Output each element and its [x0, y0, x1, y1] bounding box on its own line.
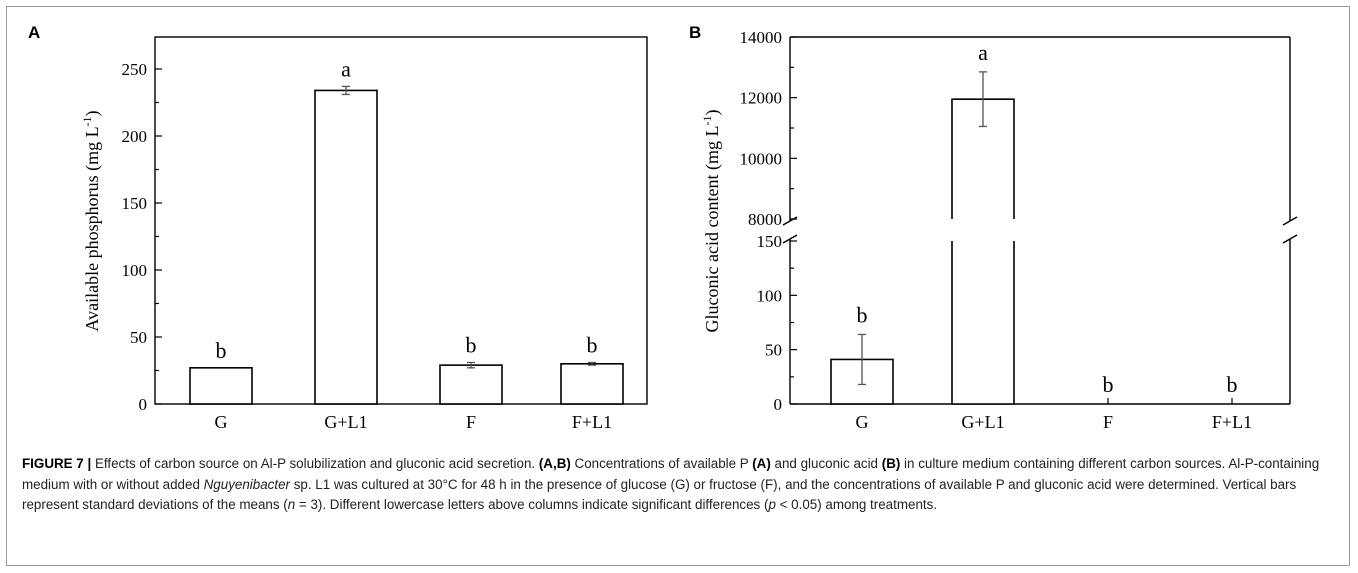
y-tick-label: 8000 — [748, 210, 782, 229]
x-tick-label: F — [466, 412, 476, 432]
caption-text: sp. L1 was cultured at 30°C for 48 h in … — [22, 476, 1297, 513]
panel-letter: B — [689, 23, 701, 42]
axis-break-mark — [782, 216, 798, 226]
significance-letter: a — [978, 40, 988, 65]
x-tick-label: G — [215, 412, 228, 432]
bar-G+L1-lower — [951, 241, 1015, 405]
significance-letter: b — [466, 332, 477, 357]
y-tick-label: 12000 — [740, 89, 783, 108]
caption-text: = 3). Different lowercase letters above … — [295, 497, 769, 512]
caption-figure-label: FIGURE 7 | — [22, 456, 92, 471]
y-tick-label: 150 — [757, 232, 783, 251]
y-tick-label: 100 — [757, 286, 783, 305]
significance-letter: b — [216, 338, 227, 363]
bar-G+L1 — [314, 89, 378, 405]
caption-text: Effects of carbon source on Al-P solubil… — [91, 456, 539, 471]
significance-letter: b — [1103, 372, 1114, 397]
axis-break-mark — [1282, 234, 1298, 244]
axis-break-mark — [1282, 216, 1298, 226]
x-tick-label: G — [856, 412, 869, 432]
y-tick-label: 100 — [122, 261, 148, 280]
caption-text: in culture medium containing different c… — [22, 456, 1320, 492]
x-tick-label: G+L1 — [324, 412, 367, 432]
panel-a-chart: A 0 50 100 150 200 250 Gb G+L1 a Fb F+L1 b Available … — [28, 23, 648, 432]
figure-caption: FIGURE 7 | Effects of carbon source on A… — [22, 454, 1332, 516]
y-axis-label: Available phosphorus (mg L-1) — [80, 110, 103, 331]
caption-text: < 0.05) among treatments. — [775, 497, 938, 512]
x-tick-label: F+L1 — [572, 412, 612, 432]
caption-italic-p: p — [768, 497, 776, 512]
bar-F — [439, 364, 503, 405]
caption-panel-ref: (A,B) — [538, 456, 571, 471]
significance-letter: a — [341, 56, 351, 81]
caption-panel-ref: (B) — [881, 456, 901, 471]
y-tick-label: 50 — [765, 341, 782, 360]
y-tick-label: 0 — [139, 395, 148, 414]
panel-letter: A — [28, 23, 40, 42]
caption-italic-n: n — [287, 497, 296, 512]
y-tick-label: 250 — [122, 60, 148, 79]
bar-F+L1 — [560, 362, 624, 405]
x-tick-label: F+L1 — [1212, 412, 1252, 432]
caption-text: and gluconic acid — [770, 456, 882, 471]
y-tick-label: 200 — [122, 127, 148, 146]
figure-frame — [6, 6, 1350, 566]
y-tick-label: 10000 — [740, 149, 783, 168]
significance-letter: b — [1227, 372, 1238, 397]
y-tick-label: 14000 — [740, 28, 783, 47]
caption-species-name: Nguyenibacter — [203, 476, 290, 492]
caption-text: Concentrations of available P — [570, 456, 753, 471]
y-axis-label: Gluconic acid content (mg L-1) — [700, 110, 723, 333]
bar-G — [189, 367, 253, 405]
significance-letter: b — [587, 332, 598, 357]
x-tick-label: G+L1 — [961, 412, 1004, 432]
y-tick-label: 0 — [774, 395, 783, 414]
y-tick-label: 50 — [130, 328, 147, 347]
significance-letter: b — [857, 302, 868, 327]
x-tick-label: F — [1103, 412, 1113, 432]
y-tick-label: 150 — [122, 194, 148, 213]
plot-frame — [154, 36, 648, 405]
axis-break-mark — [782, 234, 798, 244]
panel-b-chart: B 0 50 100 150 8000 10000 12000 14000 Gb G+L1 a Fb F+… — [689, 23, 1298, 432]
caption-panel-ref: (A) — [752, 456, 771, 471]
figure-charts: A 0 50 100 150 200 250 Gb G+L1 a Fb F+L1 b Available … — [28, 23, 1298, 432]
